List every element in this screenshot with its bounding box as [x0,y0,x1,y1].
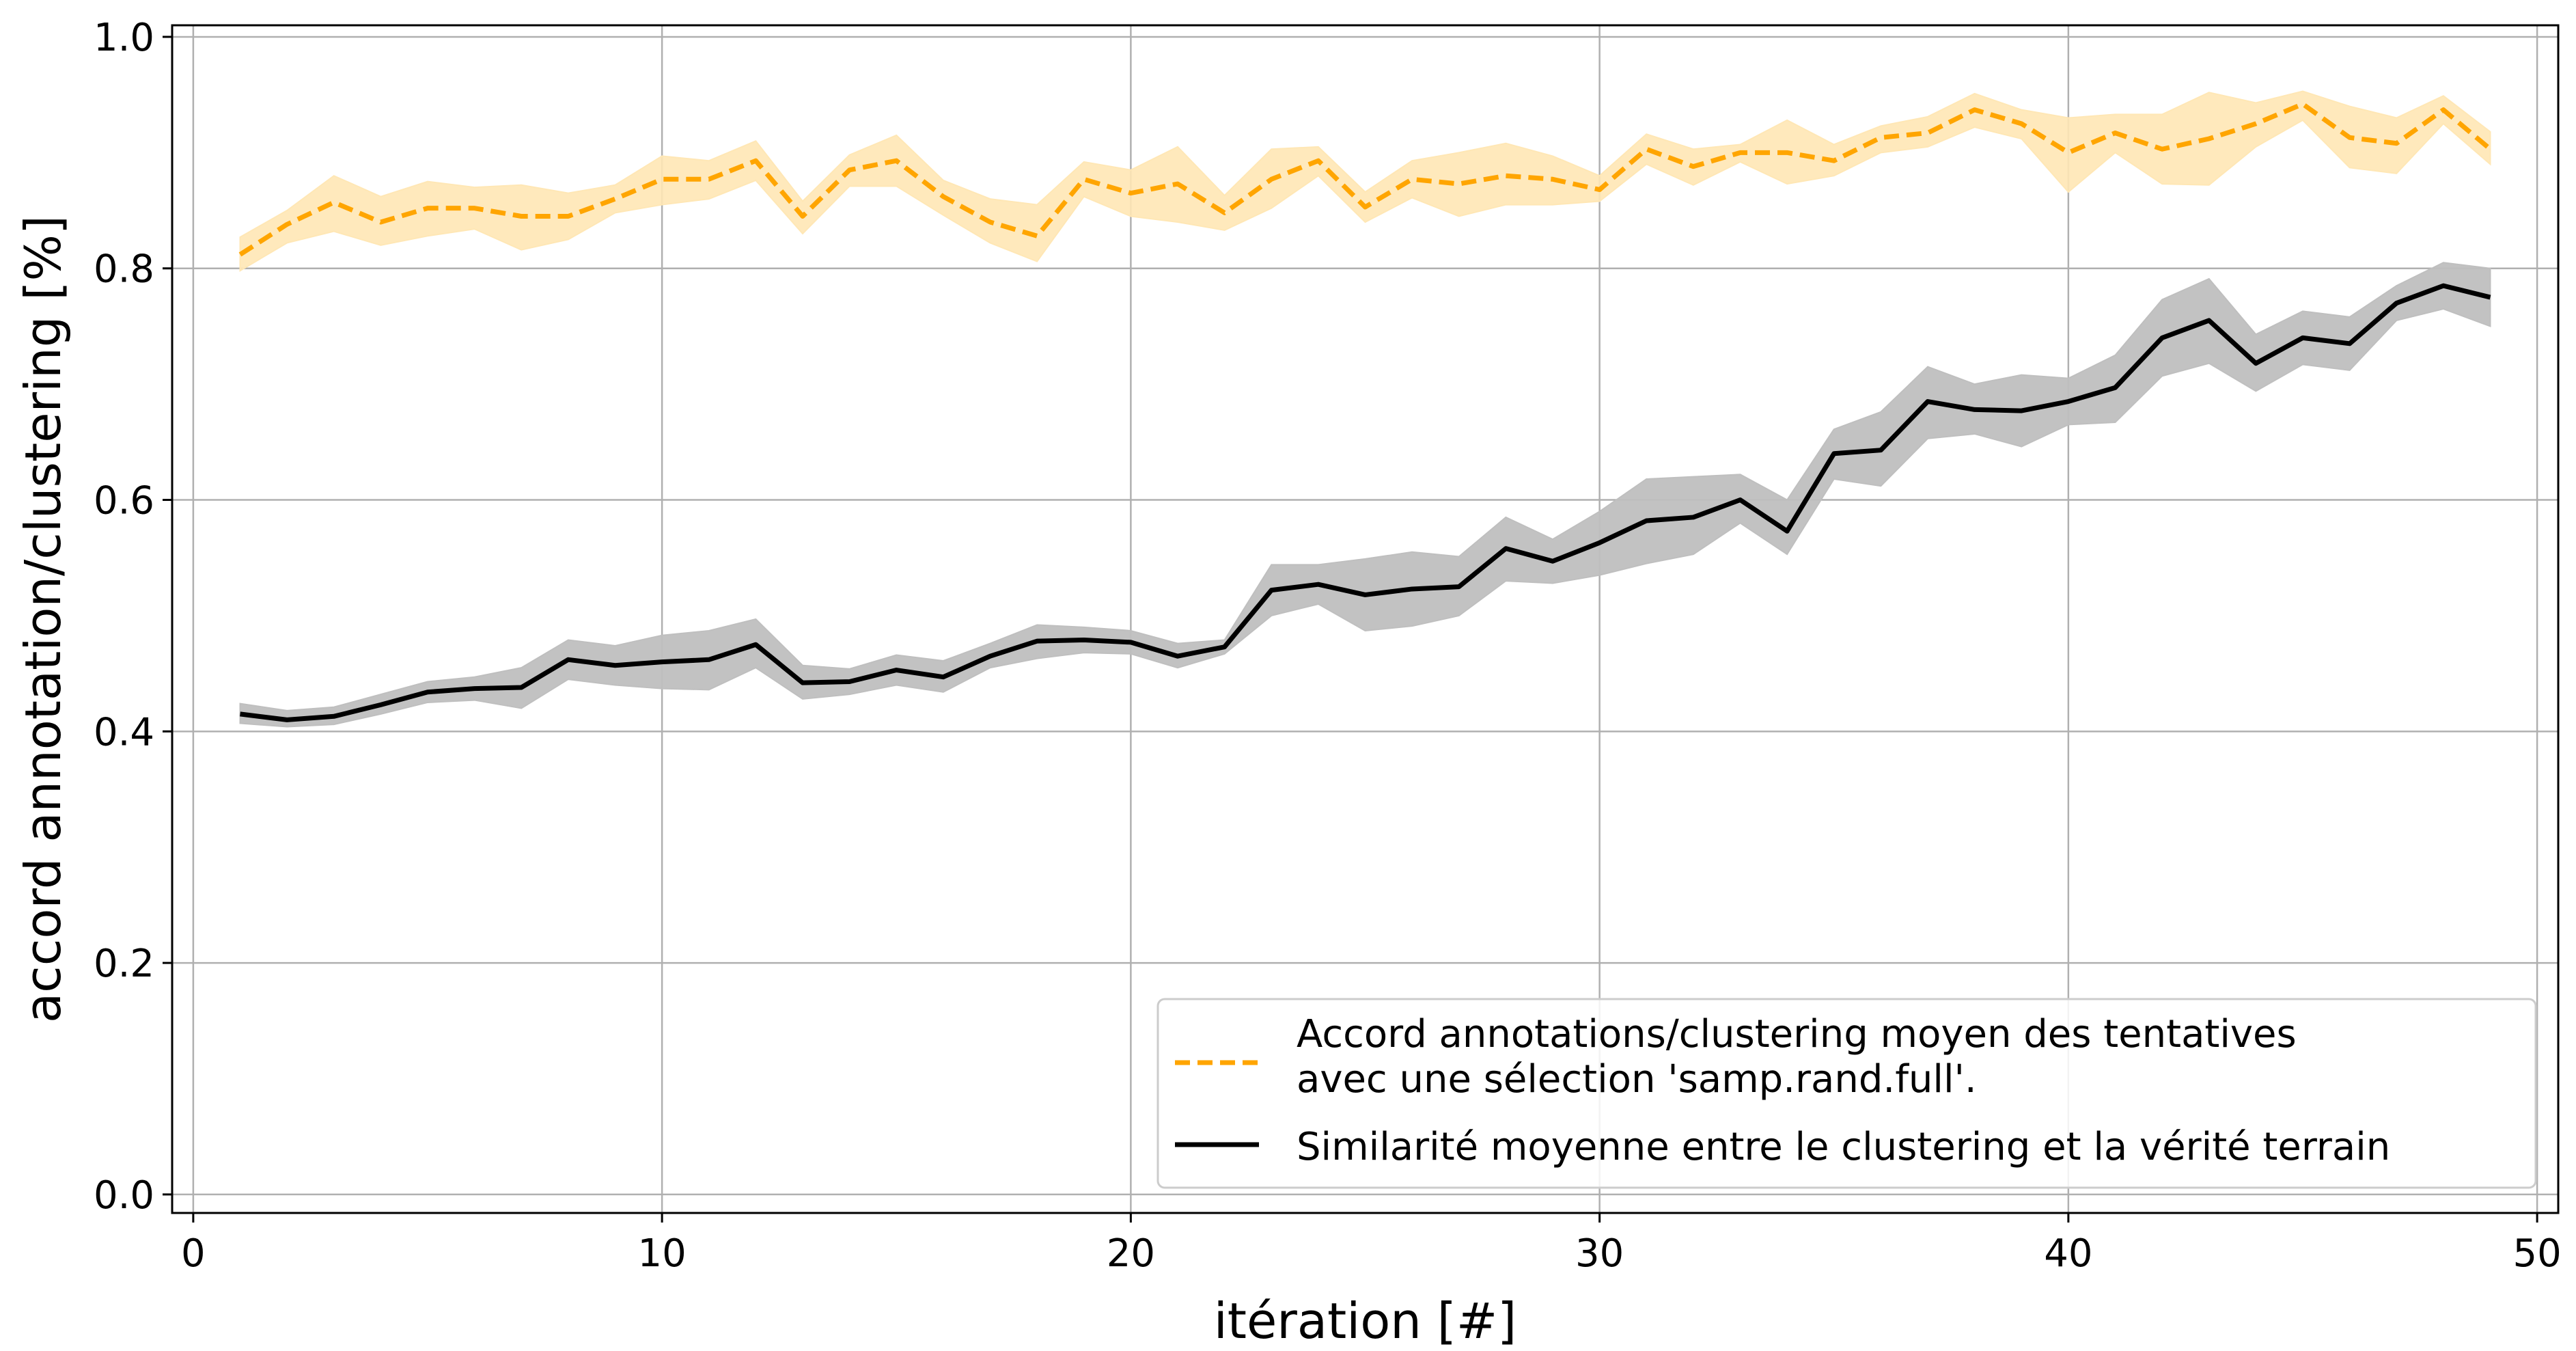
x-tick-label: 10 [637,1231,686,1276]
axis-ticks: 0 10 20 30 40 50 0.0 0.2 0.4 0.6 0.8 1.0 [94,16,2562,1276]
series-lines [238,101,2492,722]
x-tick-label: 30 [1575,1231,1624,1276]
x-tick-label: 20 [1107,1231,1155,1276]
y-tick-label: 1.0 [94,16,154,60]
x-axis-label: itération [#] [1214,1292,1517,1350]
x-tick-label: 40 [2044,1231,2092,1276]
x-tick-label: 50 [2512,1231,2561,1276]
confidence-band [239,90,2491,272]
legend-box [1157,998,2537,1189]
legend-label: Similarité moyenne entre le clustering e… [1297,1125,2390,1169]
legend-label: Accord annotations/clustering moyen des … [1297,1012,2297,1056]
confidence-band [239,262,2491,728]
y-tick-label: 0.4 [94,710,154,754]
grid [172,25,2558,1213]
legend: Accord annotations/clustering moyen des … [1157,998,2537,1189]
legend-label: avec une sélection 'samp.rand.full'. [1297,1057,1977,1102]
y-tick-label: 0.8 [94,247,154,292]
y-axis-label: accord annotation/clustering [%] [14,215,72,1023]
y-tick-label: 0.6 [94,479,154,523]
plot-frame [171,24,2560,1214]
confidence-bands [239,90,2491,728]
y-tick-label: 0.0 [94,1173,154,1218]
y-tick-label: 0.2 [94,942,154,986]
x-tick-label: 0 [181,1231,206,1276]
